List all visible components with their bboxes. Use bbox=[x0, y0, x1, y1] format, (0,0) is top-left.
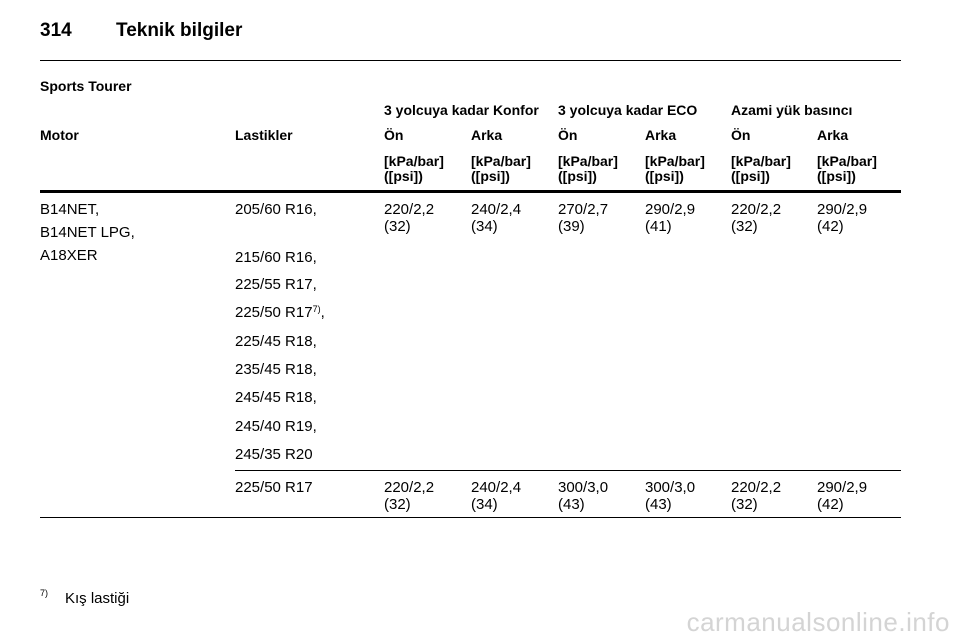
pressure-cell: 290/2,9 (42) bbox=[817, 201, 868, 235]
tire-size: 215/60 R16, bbox=[235, 249, 317, 266]
footnote-mark: 7) bbox=[40, 588, 49, 598]
engine-label: B14NET, bbox=[40, 201, 100, 218]
column-header-rear: Arka bbox=[817, 127, 849, 143]
pressure-cell: 290/2,9 (42) bbox=[817, 479, 868, 513]
pressure-cell: 220/2,2 (32) bbox=[384, 479, 435, 513]
table-bottom-rule bbox=[40, 517, 901, 518]
pressure-cell: 290/2,9 (41) bbox=[645, 201, 696, 235]
column-header-motor: Motor bbox=[40, 127, 79, 143]
tire-size: 225/55 R17, bbox=[235, 276, 317, 293]
pressure-cell: 270/2,7 (39) bbox=[558, 201, 609, 235]
row-separator bbox=[235, 470, 901, 471]
unit-header: [kPa/bar] ([psi]) bbox=[645, 153, 705, 184]
column-header-rear: Arka bbox=[471, 127, 503, 143]
column-header-tires: Lastikler bbox=[235, 127, 293, 143]
unit-header: [kPa/bar] ([psi]) bbox=[384, 153, 444, 184]
pressure-cell: 300/3,0 (43) bbox=[645, 479, 696, 513]
table-header-rule bbox=[40, 190, 901, 193]
unit-header: [kPa/bar] ([psi]) bbox=[817, 153, 877, 184]
unit-header: [kPa/bar] ([psi]) bbox=[558, 153, 618, 184]
pressure-cell: 220/2,2 (32) bbox=[731, 201, 782, 235]
engine-label: B14NET LPG, bbox=[40, 224, 135, 241]
pressure-cell: 300/3,0 (43) bbox=[558, 479, 609, 513]
tire-size: 235/45 R18, bbox=[235, 361, 317, 378]
footnote-text: Kış lastiği bbox=[65, 590, 130, 607]
unit-header: [kPa/bar] ([psi]) bbox=[471, 153, 531, 184]
column-header-rear: Arka bbox=[645, 127, 677, 143]
column-header-front: Ön bbox=[731, 127, 751, 143]
group-header-max-load: Azami yük basıncı bbox=[731, 102, 853, 118]
tire-size: 205/60 R16, bbox=[235, 201, 317, 218]
tire-size: 245/45 R18, bbox=[235, 389, 317, 406]
pressure-cell: 220/2,2 (32) bbox=[731, 479, 782, 513]
engine-label: A18XER bbox=[40, 247, 98, 264]
tire-size: 245/40 R19, bbox=[235, 418, 317, 435]
table-caption: Sports Tourer bbox=[40, 78, 132, 94]
footnote-ref: 7) bbox=[312, 304, 321, 314]
header-rule bbox=[40, 60, 901, 61]
tire-size-with-footnote: 225/50 R177), bbox=[235, 304, 325, 321]
page-title: Teknik bilgiler bbox=[116, 20, 243, 41]
tire-size: 225/45 R18, bbox=[235, 333, 317, 350]
column-header-front: Ön bbox=[558, 127, 578, 143]
pressure-cell: 220/2,2 (32) bbox=[384, 201, 435, 235]
group-header-konfor: 3 yolcuya kadar Konfor bbox=[384, 102, 539, 118]
pressure-cell: 240/2,4 (34) bbox=[471, 479, 522, 513]
page-number: 314 bbox=[40, 20, 72, 41]
tire-size: 225/50 R17 bbox=[235, 479, 313, 496]
tire-size: 245/35 R20 bbox=[235, 446, 313, 463]
group-header-eco: 3 yolcuya kadar ECO bbox=[558, 102, 698, 118]
watermark: carmanualsonline.info bbox=[686, 607, 950, 637]
column-header-front: Ön bbox=[384, 127, 404, 143]
pressure-cell: 240/2,4 (34) bbox=[471, 201, 522, 235]
unit-header: [kPa/bar] ([psi]) bbox=[731, 153, 791, 184]
